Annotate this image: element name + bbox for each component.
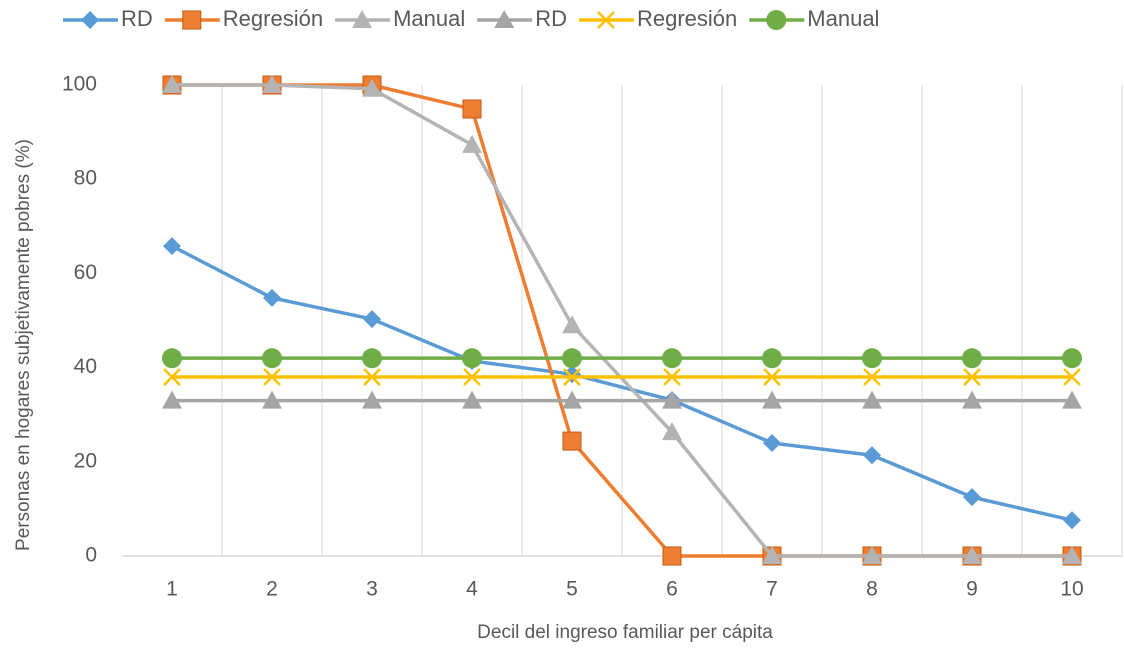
marker <box>163 237 181 256</box>
series-line <box>171 244 1073 522</box>
x-tick-label: 8 <box>866 578 878 601</box>
legend-label: Manual <box>393 6 465 31</box>
marker <box>763 433 781 452</box>
legend-label: Regresión <box>637 6 737 31</box>
marker <box>262 75 282 93</box>
x-tick-label: 6 <box>666 578 678 601</box>
marker <box>1063 368 1081 386</box>
marker <box>662 348 682 369</box>
marker <box>362 390 382 409</box>
marker <box>462 348 482 369</box>
marker <box>662 422 682 441</box>
marker <box>263 288 281 307</box>
legend-label: Regresión <box>223 6 323 31</box>
marker <box>962 390 982 409</box>
marker <box>162 75 182 93</box>
y-tick-label: 100 <box>62 73 97 96</box>
marker <box>762 348 782 369</box>
marker <box>362 348 382 369</box>
marker <box>662 546 682 566</box>
x-tick-label: 7 <box>766 578 778 601</box>
marker <box>1062 546 1082 564</box>
marker <box>462 99 482 119</box>
x-tick-label: 4 <box>466 578 478 601</box>
marker <box>962 546 982 564</box>
legend-label: RD <box>535 6 567 31</box>
legend-marker <box>182 10 202 30</box>
marker <box>1062 348 1082 369</box>
legend-marker <box>81 11 99 29</box>
x-tick-label: 10 <box>1060 578 1083 601</box>
legend-marker <box>597 11 615 29</box>
legend-marker <box>352 10 373 28</box>
x-tick-label: 5 <box>566 578 578 601</box>
marker <box>662 390 682 409</box>
marker <box>562 431 582 451</box>
marker <box>262 348 282 369</box>
marker <box>762 390 782 409</box>
x-tick-label: 2 <box>266 578 278 601</box>
marker <box>162 348 182 369</box>
marker <box>562 348 582 369</box>
legend-marker <box>766 10 787 30</box>
marker <box>262 390 282 409</box>
marker <box>763 368 781 386</box>
marker <box>1062 390 1082 409</box>
y-tick-label: 20 <box>74 449 97 472</box>
marker <box>663 368 681 386</box>
y-tick-label: 60 <box>74 261 97 284</box>
legend-label: RD <box>121 6 153 31</box>
marker <box>862 546 882 564</box>
marker <box>162 390 182 409</box>
marker <box>363 310 381 329</box>
marker <box>462 390 482 409</box>
legend-marker <box>494 10 515 28</box>
marker <box>962 348 982 369</box>
marker <box>562 390 582 409</box>
x-tick-label: 9 <box>966 578 978 601</box>
marker <box>362 78 382 97</box>
y-axis-title: Personas en hogares subjetivamente pobre… <box>13 139 34 551</box>
y-tick-label: 40 <box>74 355 97 378</box>
x-tick-label: 1 <box>166 578 178 601</box>
marker <box>363 368 381 386</box>
x-axis-title: Decil del ingreso familiar per cápita <box>477 622 773 643</box>
y-tick-label: 0 <box>85 544 97 567</box>
y-tick-label: 80 <box>74 167 97 190</box>
marker <box>963 488 981 507</box>
marker <box>762 546 782 564</box>
legend-label: Manual <box>807 6 879 31</box>
marker <box>463 368 481 386</box>
marker <box>862 390 882 409</box>
x-tick-label: 3 <box>366 578 378 601</box>
marker <box>163 368 181 386</box>
marker <box>1063 511 1081 530</box>
marker <box>863 368 881 386</box>
marker <box>963 368 981 386</box>
marker <box>563 368 581 386</box>
marker <box>562 315 582 334</box>
marker <box>263 368 281 386</box>
marker <box>462 134 482 153</box>
marker <box>863 446 881 465</box>
marker <box>862 348 882 369</box>
